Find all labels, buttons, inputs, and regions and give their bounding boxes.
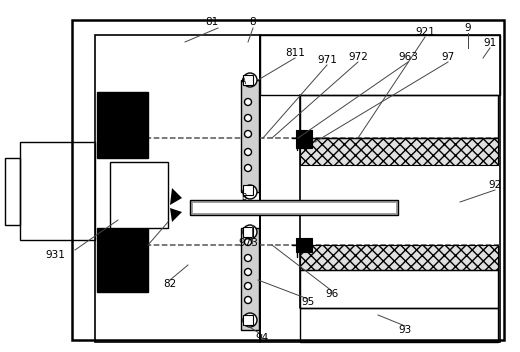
Text: 931: 931 [45,250,65,260]
Circle shape [244,131,252,138]
Circle shape [243,225,257,239]
Text: 96: 96 [326,289,339,299]
Circle shape [244,283,252,289]
Text: 94: 94 [255,333,269,343]
Circle shape [243,185,257,199]
Bar [296,130,312,148]
Circle shape [244,296,252,303]
Bar [190,200,398,215]
Text: 9: 9 [465,23,471,33]
Text: 8: 8 [250,17,256,27]
Circle shape [244,149,252,156]
Bar [72,20,504,340]
Polygon shape [241,80,259,192]
Bar [5,158,20,225]
Bar [243,185,253,195]
Text: 963: 963 [398,52,418,62]
Bar [243,227,253,237]
Polygon shape [170,208,182,222]
Bar [300,245,498,270]
Bar [97,92,148,158]
Text: 81: 81 [205,17,218,27]
Text: 97: 97 [441,52,454,62]
Bar [260,35,500,95]
Bar [300,270,498,308]
Circle shape [244,164,252,171]
Text: 974: 974 [128,238,148,248]
Text: 973: 973 [238,238,258,248]
Text: 95: 95 [302,297,315,307]
Text: 93: 93 [398,325,412,335]
Bar [97,228,148,292]
Text: B: B [241,193,246,201]
Text: 971: 971 [317,55,337,65]
Circle shape [244,114,252,121]
Text: 972: 972 [348,52,368,62]
Bar [260,35,500,342]
Circle shape [243,73,257,87]
Bar [300,138,498,165]
Bar [110,162,168,228]
Circle shape [244,99,252,106]
Text: A: A [241,77,246,87]
Polygon shape [170,188,182,205]
Bar [300,308,498,342]
Text: 811: 811 [285,48,305,58]
Text: 921: 921 [415,27,435,37]
Text: 92: 92 [488,180,502,190]
Circle shape [244,239,252,245]
Bar [192,202,396,213]
Bar [243,315,253,325]
Circle shape [243,313,257,327]
Bar [243,75,253,85]
Bar [20,142,95,240]
Bar [95,35,260,342]
Polygon shape [241,228,259,330]
Text: 82: 82 [163,279,177,289]
Circle shape [244,269,252,276]
Bar [296,238,312,252]
Circle shape [244,254,252,262]
Bar [300,95,498,138]
Text: 91: 91 [484,38,497,48]
